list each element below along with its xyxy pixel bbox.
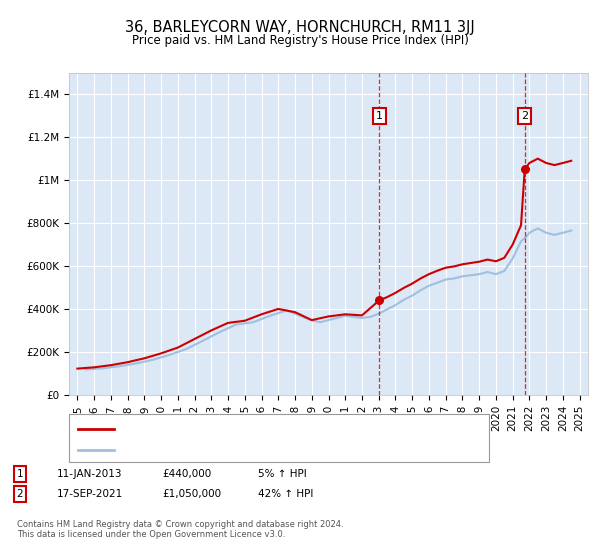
Text: Contains HM Land Registry data © Crown copyright and database right 2024.
This d: Contains HM Land Registry data © Crown c… <box>17 520 343 539</box>
Text: HPI: Average price, detached house, Havering: HPI: Average price, detached house, Have… <box>120 445 360 455</box>
Text: 1: 1 <box>16 469 23 479</box>
Text: 36, BARLEYCORN WAY, HORNCHURCH, RM11 3JJ (detached house): 36, BARLEYCORN WAY, HORNCHURCH, RM11 3JJ… <box>120 424 464 433</box>
Text: 5% ↑ HPI: 5% ↑ HPI <box>258 469 307 479</box>
Text: Price paid vs. HM Land Registry's House Price Index (HPI): Price paid vs. HM Land Registry's House … <box>131 34 469 46</box>
Text: 42% ↑ HPI: 42% ↑ HPI <box>258 489 313 499</box>
Text: 2: 2 <box>521 111 528 122</box>
Text: £440,000: £440,000 <box>162 469 211 479</box>
Text: 2: 2 <box>16 489 23 499</box>
Text: £1,050,000: £1,050,000 <box>162 489 221 499</box>
Text: 36, BARLEYCORN WAY, HORNCHURCH, RM11 3JJ: 36, BARLEYCORN WAY, HORNCHURCH, RM11 3JJ <box>125 20 475 35</box>
Text: 1: 1 <box>376 111 383 122</box>
Text: 11-JAN-2013: 11-JAN-2013 <box>57 469 122 479</box>
Text: 17-SEP-2021: 17-SEP-2021 <box>57 489 123 499</box>
